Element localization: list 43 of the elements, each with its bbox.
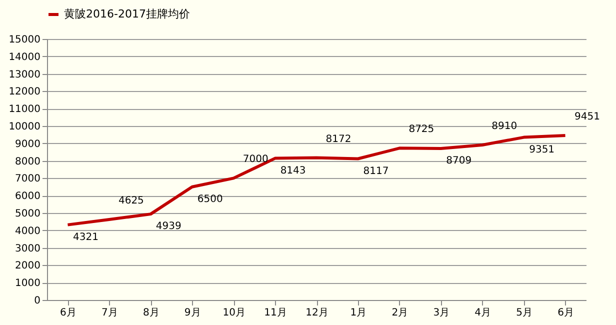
y-tick-label: 8000 (15, 156, 40, 168)
y-tick-label: 7000 (15, 174, 40, 185)
data-label: 8709 (446, 155, 472, 166)
y-tick-label: 13000 (8, 69, 40, 80)
y-tick-label: 15000 (8, 34, 40, 46)
data-label: 8910 (492, 120, 518, 132)
y-tick-label: 6000 (15, 191, 40, 202)
x-tick-label: 5月 (516, 308, 532, 318)
y-tick-label: 4000 (15, 226, 40, 237)
data-label: 8172 (326, 134, 352, 145)
data-label: 9451 (574, 112, 600, 123)
y-tick-label: 11000 (8, 104, 40, 116)
data-label: 8143 (280, 165, 306, 176)
x-tick-label: 11月 (264, 308, 287, 318)
x-tick-label: 4月 (474, 308, 492, 318)
y-tick-label: 2000 (15, 260, 40, 272)
legend-label: 黄陂2016-2017挂牌均价 (64, 8, 190, 20)
y-tick-label: 10000 (8, 122, 40, 132)
data-label: 8117 (363, 166, 389, 177)
x-tick-label: 2月 (392, 308, 408, 318)
y-tick-label: 14000 (8, 52, 40, 63)
x-tick-label: 8月 (142, 308, 160, 318)
y-tick-label: 0 (34, 296, 40, 306)
data-label: 9351 (529, 144, 555, 156)
data-label: 7000 (242, 154, 268, 166)
y-tick-label: 5000 (15, 208, 40, 220)
data-label: 4625 (118, 196, 144, 207)
x-tick-label: 3月 (433, 308, 450, 318)
x-tick-label: 9月 (184, 308, 201, 318)
y-tick-label: 12000 (8, 86, 40, 98)
y-tick-label: 9000 (15, 138, 40, 150)
data-label: 4939 (156, 221, 182, 232)
data-label: 6500 (197, 194, 223, 205)
x-tick-label: 6月 (60, 308, 76, 318)
y-tick-label: 1000 (15, 278, 40, 290)
x-tick-label: 7月 (102, 308, 118, 318)
data-label: 4321 (73, 232, 98, 243)
x-tick-label: 12月 (306, 308, 328, 318)
x-tick-label: 10月 (222, 308, 246, 318)
x-tick-label: 6月 (558, 308, 574, 318)
data-label: 8725 (408, 124, 434, 136)
x-tick-label: 1月 (350, 308, 367, 318)
y-tick-label: 3000 (15, 243, 40, 254)
